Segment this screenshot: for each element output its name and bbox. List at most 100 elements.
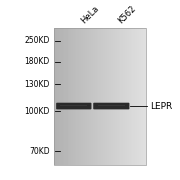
Text: K562: K562 (116, 4, 138, 25)
Bar (140, 28, 141, 165)
Bar (142, 28, 143, 165)
Bar (68, 28, 69, 165)
Bar (101, 28, 102, 165)
Bar (113, 28, 114, 165)
Bar (67, 28, 68, 165)
Bar (144, 28, 145, 165)
Bar (95, 28, 96, 165)
Bar (100, 28, 101, 165)
Bar (86, 28, 87, 165)
Bar (112, 28, 113, 165)
Bar (75, 28, 76, 165)
Bar (126, 28, 127, 165)
Bar (82, 28, 83, 165)
Bar (93, 28, 94, 165)
Bar (58, 28, 59, 165)
Bar (96, 28, 97, 165)
Bar (115, 28, 116, 165)
Bar (136, 28, 137, 165)
Bar (84, 28, 85, 165)
Bar (73, 28, 74, 165)
Bar (133, 28, 134, 165)
Bar (109, 28, 110, 165)
Bar (98, 105, 125, 106)
Bar (76, 28, 77, 165)
Bar (55, 28, 56, 165)
Bar (135, 28, 136, 165)
Bar (77, 28, 78, 165)
Bar (132, 28, 133, 165)
Bar (119, 28, 120, 165)
Bar (110, 28, 111, 165)
Bar (54, 28, 146, 165)
Bar (105, 28, 106, 165)
Bar (108, 28, 109, 165)
Bar (137, 28, 138, 165)
Bar (139, 28, 140, 165)
Bar (65, 28, 66, 165)
Bar (70, 28, 71, 165)
Bar (99, 28, 100, 165)
Text: 180KD: 180KD (25, 57, 50, 66)
Bar (83, 28, 84, 165)
Bar (106, 28, 107, 165)
Bar (98, 28, 99, 165)
Bar (81, 28, 82, 165)
Bar (97, 28, 98, 165)
Bar (88, 28, 89, 165)
FancyBboxPatch shape (93, 103, 129, 109)
Bar (74, 28, 75, 165)
Bar (120, 28, 121, 165)
Bar (129, 28, 130, 165)
Bar (117, 28, 118, 165)
Bar (130, 28, 132, 165)
Bar (127, 28, 128, 165)
Bar (143, 28, 144, 165)
Bar (92, 28, 93, 165)
Bar (125, 28, 126, 165)
Text: 70KD: 70KD (29, 147, 50, 156)
Bar (90, 28, 91, 165)
Bar (91, 28, 92, 165)
Bar (94, 28, 95, 165)
Bar (89, 28, 90, 165)
Bar (111, 28, 112, 165)
Bar (138, 28, 139, 165)
Bar (54, 28, 68, 165)
Bar (134, 28, 135, 165)
FancyBboxPatch shape (56, 103, 91, 109)
Bar (85, 28, 86, 165)
Bar (116, 28, 117, 165)
Bar (80, 28, 81, 165)
Bar (78, 28, 79, 165)
Bar (60, 28, 61, 165)
Bar (145, 28, 146, 165)
Bar (54, 28, 55, 165)
Bar (107, 28, 108, 165)
Bar (128, 28, 129, 165)
Bar (114, 28, 115, 165)
Text: 250KD: 250KD (25, 37, 50, 46)
Bar (121, 28, 122, 165)
Bar (60, 105, 87, 106)
Text: 130KD: 130KD (25, 80, 50, 89)
Bar (79, 28, 80, 165)
Bar (56, 28, 57, 165)
Bar (87, 28, 88, 165)
Bar (59, 28, 60, 165)
Bar (102, 28, 103, 165)
Bar (63, 28, 64, 165)
Bar (62, 28, 63, 165)
Bar (57, 28, 58, 165)
Text: HeLa: HeLa (79, 4, 101, 25)
Bar (122, 28, 123, 165)
Bar (124, 28, 125, 165)
Text: LEPR: LEPR (151, 102, 173, 111)
Bar (103, 28, 104, 165)
Bar (66, 28, 67, 165)
Bar (61, 28, 62, 165)
Bar (141, 28, 142, 165)
Text: 100KD: 100KD (25, 107, 50, 116)
Bar (71, 28, 72, 165)
Bar (118, 28, 119, 165)
